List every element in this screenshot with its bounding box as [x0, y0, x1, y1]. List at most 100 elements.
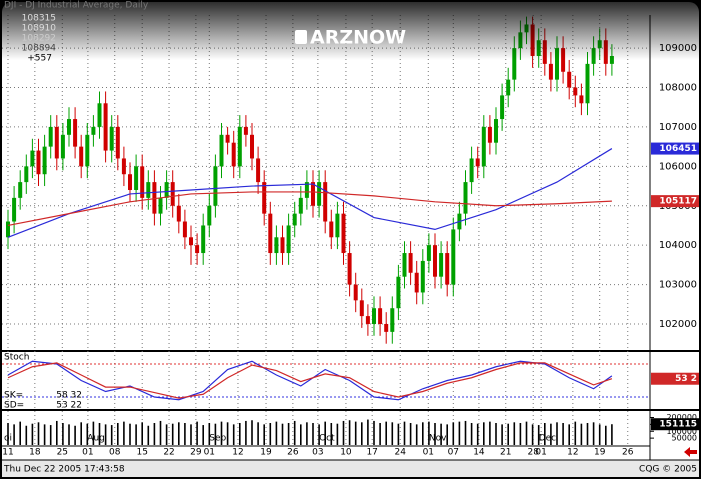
candle-body	[36, 150, 41, 175]
bar	[476, 423, 479, 445]
bar	[519, 423, 522, 445]
value-tag-label: 53 2	[675, 374, 697, 384]
bar	[104, 424, 107, 445]
bar	[287, 423, 290, 445]
candle-body	[250, 134, 254, 159]
candle-body	[195, 245, 200, 254]
value-tag	[651, 142, 699, 155]
bar	[379, 423, 381, 445]
bar	[342, 420, 345, 445]
candle-body	[243, 126, 248, 135]
candle-body	[79, 146, 84, 167]
candle-body	[256, 158, 261, 183]
bar	[208, 423, 211, 445]
candle-body	[469, 158, 474, 183]
candle-body	[335, 213, 340, 238]
bar	[43, 424, 46, 445]
candle-body	[487, 126, 492, 143]
candle-body	[390, 308, 395, 332]
bar	[68, 424, 70, 445]
bar	[80, 422, 82, 445]
candle-body	[451, 229, 456, 285]
bar	[135, 424, 137, 445]
month-label: Nov	[429, 434, 447, 444]
candle-body	[304, 182, 309, 198]
x-tick-label: 12	[232, 448, 243, 458]
x-tick-label: 15	[136, 448, 147, 458]
bar	[415, 424, 418, 445]
bar	[202, 425, 204, 445]
x-tick-label: 12	[567, 448, 578, 458]
candle-body	[164, 182, 169, 198]
candle-body	[414, 272, 419, 293]
candle-body	[341, 213, 346, 254]
bar	[598, 424, 601, 445]
candle-body	[140, 166, 145, 198]
month-label: Aug	[87, 434, 105, 444]
bar	[385, 421, 387, 445]
bar	[117, 423, 119, 445]
bar	[489, 421, 491, 445]
candle-body	[237, 126, 242, 167]
bar	[361, 422, 363, 445]
bar	[25, 425, 28, 445]
bar	[13, 424, 15, 445]
candle-body	[506, 79, 511, 96]
bar	[434, 423, 436, 445]
x-tick-label: 18	[29, 448, 41, 458]
bar	[373, 420, 375, 445]
month-label: Sep	[209, 434, 226, 444]
x-tick-label: 24	[395, 448, 407, 458]
status-bar	[2, 460, 699, 477]
bar	[245, 420, 247, 445]
bar	[165, 424, 168, 445]
x-tick-label: 01	[204, 448, 215, 458]
y-tick-label: 102000	[659, 319, 697, 330]
candle-body	[170, 182, 175, 206]
candle-body	[225, 134, 230, 143]
bar	[19, 421, 21, 445]
panel-title: oi	[4, 434, 12, 444]
bar	[367, 419, 369, 445]
bar	[525, 421, 528, 445]
scroll-arrow[interactable]	[684, 447, 697, 457]
x-tick-label: 03	[312, 448, 323, 458]
candle-body	[128, 174, 132, 190]
candle-body	[103, 103, 108, 151]
value-tag	[651, 195, 699, 208]
candle-body	[18, 182, 23, 198]
bar	[31, 423, 34, 445]
readout: 108315	[22, 14, 56, 24]
candle-body	[280, 237, 285, 254]
candle-body	[115, 126, 120, 159]
bar	[409, 423, 412, 445]
readout: 108894	[22, 44, 57, 54]
candle-body	[567, 71, 572, 88]
candle-body	[573, 87, 578, 96]
bar	[397, 423, 400, 445]
bar	[129, 423, 131, 445]
candle-body	[152, 182, 157, 214]
bar	[62, 423, 64, 445]
x-tick-label: 19	[594, 448, 606, 458]
bar	[232, 424, 235, 445]
candle-body	[292, 213, 297, 226]
watermark-icon	[295, 30, 307, 44]
plot-layer: 11 18 25 01 08 15 22 29 01 12 19 26 03 10 17 24 01 07 14 21…	[2, 15, 699, 458]
candle-body	[97, 103, 102, 127]
bar	[611, 424, 613, 445]
candle-body	[500, 95, 505, 120]
candle-body	[42, 146, 47, 175]
candle-body	[329, 221, 334, 238]
bar	[141, 422, 143, 445]
bar	[220, 421, 223, 445]
candle-body	[91, 126, 96, 135]
bar	[153, 423, 156, 445]
candle-body	[268, 213, 273, 254]
candle-body	[54, 126, 59, 159]
bar	[544, 423, 546, 445]
candle-body	[30, 150, 35, 167]
bar	[251, 420, 253, 445]
candle-body	[353, 284, 358, 301]
candle-body	[359, 300, 364, 317]
